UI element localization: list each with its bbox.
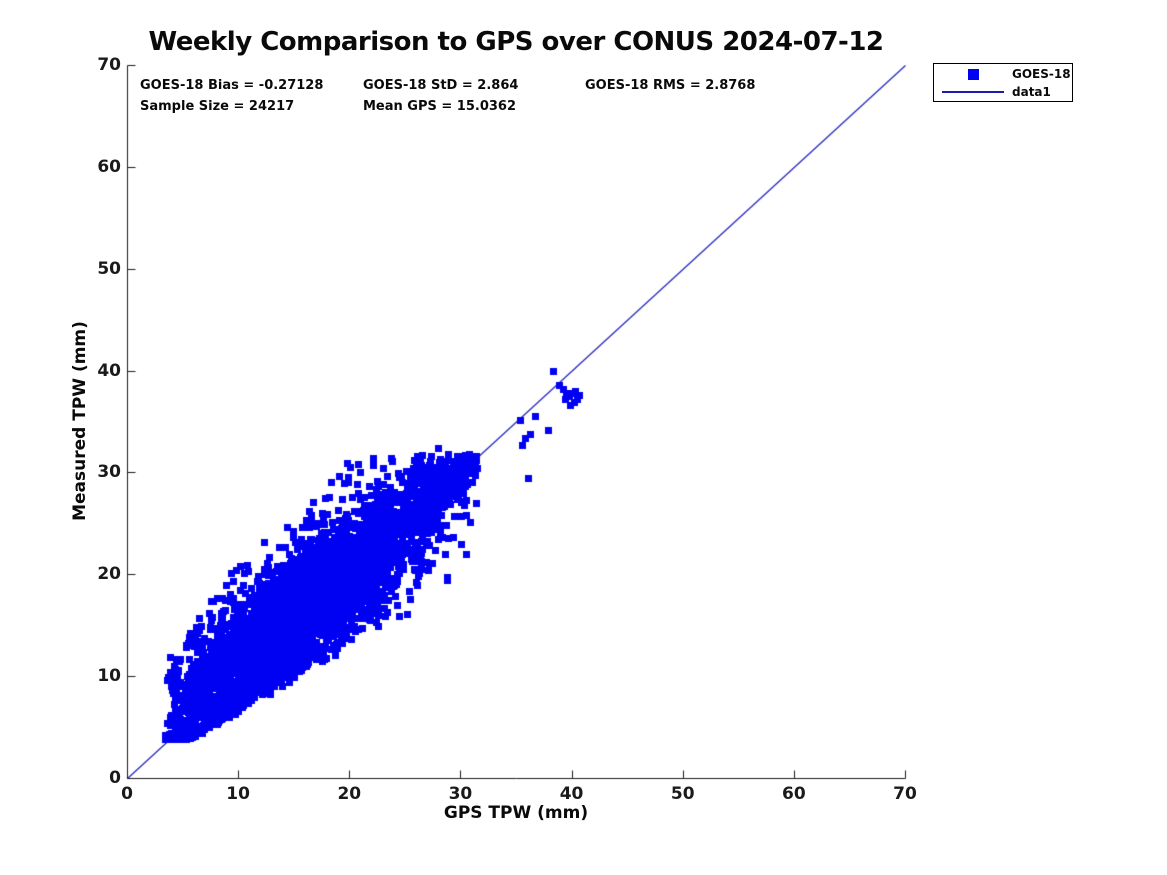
- x-tick-label-40: 40: [559, 784, 584, 804]
- x-tick-label-60: 60: [782, 784, 806, 804]
- stat-mean-gps: Mean GPS = 15.0362: [363, 99, 517, 114]
- chart-title: Weekly Comparison to GPS over CONUS 2024…: [148, 27, 884, 57]
- y-tick-label-40: 40: [97, 360, 121, 381]
- stat-std: GOES-18 StD = 2.864: [363, 78, 519, 93]
- x-tick-label-0: 0: [121, 784, 133, 804]
- x-tick-label-30: 30: [448, 784, 473, 804]
- stat-rms: GOES-18 RMS = 2.8768: [585, 78, 756, 93]
- y-axis-label: Measured TPW (mm): [70, 321, 90, 521]
- legend: GOES-18 data1: [933, 63, 1073, 102]
- legend-line-icon: [942, 91, 1004, 93]
- legend-label-data1: data1: [1012, 85, 1051, 99]
- stat-sample-size: Sample Size = 24217: [140, 99, 295, 114]
- y-tick-label-60: 60: [97, 156, 121, 177]
- x-tick-label-50: 50: [670, 784, 695, 804]
- y-tick-label-30: 30: [97, 462, 121, 483]
- x-tick-label-20: 20: [337, 784, 362, 804]
- stat-bias: GOES-18 Bias = -0.27128: [140, 78, 324, 93]
- x-axis-label: GPS TPW (mm): [443, 803, 589, 823]
- x-tick-label-70: 70: [893, 784, 917, 804]
- y-tick-label-70: 70: [97, 55, 121, 75]
- x-tick-label-10: 10: [226, 784, 250, 804]
- y-tick-label-20: 20: [97, 564, 121, 585]
- legend-entry-goes18: GOES-18: [934, 65, 1072, 84]
- legend-square-marker-icon: [968, 69, 979, 80]
- y-tick-label-50: 50: [97, 258, 121, 279]
- legend-entry-data1: data1: [934, 83, 1072, 102]
- y-tick-label-0: 0: [109, 768, 121, 788]
- y-tick-label-10: 10: [97, 666, 121, 687]
- legend-label-goes18: GOES-18: [1012, 67, 1071, 81]
